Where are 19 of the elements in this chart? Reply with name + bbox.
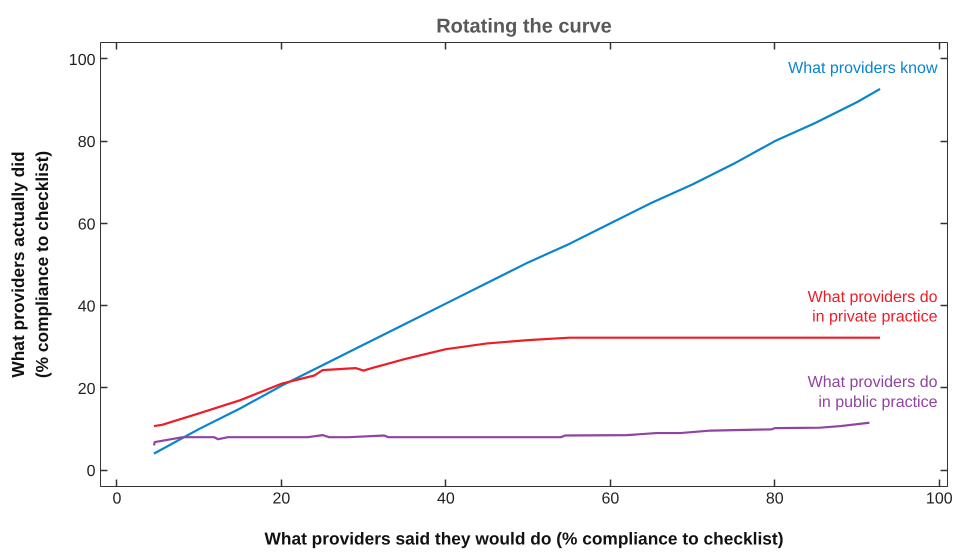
x-axis-title: What providers said they would do (% compliance to checklist)	[264, 528, 784, 548]
x-tick-label: 40	[436, 490, 455, 508]
y-tick-label: 100	[68, 52, 96, 69]
chart-title: Rotating the curve	[436, 16, 612, 38]
y-tick-label: 80	[78, 134, 96, 152]
y-tick-label: 20	[78, 380, 96, 398]
series-label: What providers know	[788, 60, 938, 77]
x-tick-label: 80	[766, 490, 784, 508]
series-label: What providers do in private practice	[808, 289, 938, 326]
y-tick-label: 0	[86, 463, 96, 480]
x-tick-label: 100	[926, 490, 953, 508]
x-tick-label: 20	[272, 490, 290, 508]
y-tick-label: 40	[78, 298, 96, 316]
y-axis-title: What providers actually did (% compliance to checklist)	[8, 150, 52, 378]
line-series	[152, 422, 870, 446]
y-tick-label: 60	[78, 216, 96, 234]
x-tick-label: 0	[112, 490, 122, 508]
x-tick-label: 60	[601, 490, 620, 508]
series-label: What providers do in public practice	[808, 374, 938, 411]
